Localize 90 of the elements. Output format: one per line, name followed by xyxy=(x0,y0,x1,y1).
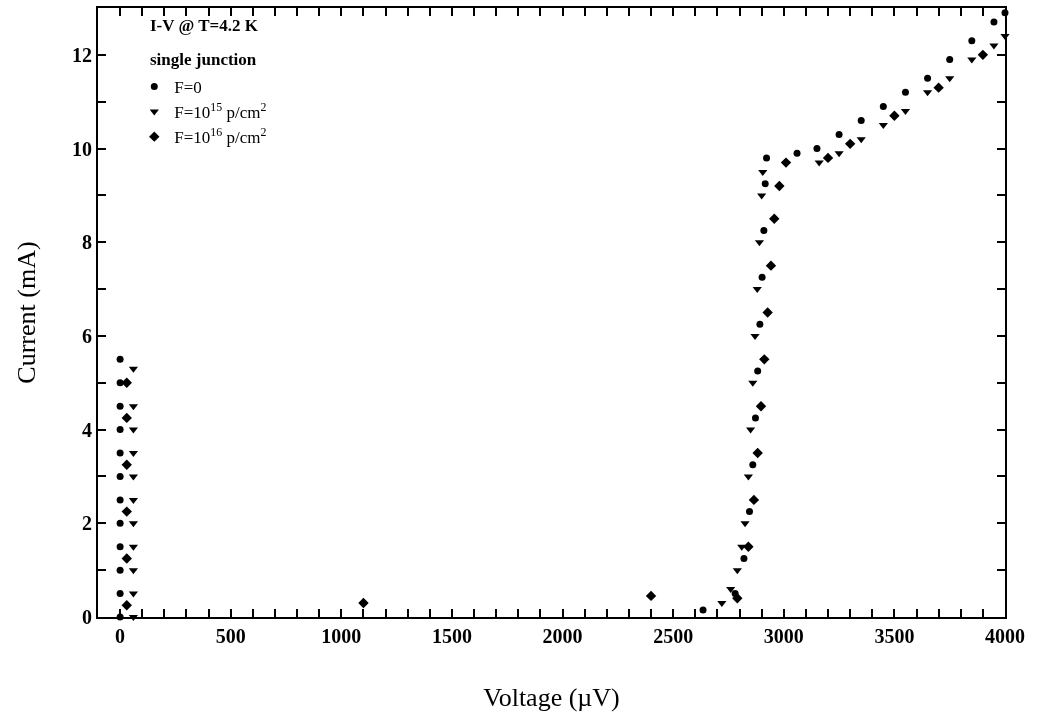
point xyxy=(748,494,760,506)
point xyxy=(116,519,124,527)
point xyxy=(857,116,865,124)
point xyxy=(732,593,743,604)
y-tick-label: 0 xyxy=(82,606,92,628)
point xyxy=(740,554,748,562)
x-tick-label: 2000 xyxy=(542,625,583,647)
point xyxy=(116,355,124,363)
point xyxy=(755,400,767,412)
point xyxy=(765,260,777,271)
point xyxy=(116,590,124,598)
x-tick-label: 2500 xyxy=(653,625,694,647)
point xyxy=(121,412,132,424)
x-axis-title: Voltage (µV) xyxy=(483,683,620,712)
point xyxy=(121,600,132,611)
point xyxy=(933,82,944,93)
point xyxy=(757,193,767,200)
point xyxy=(769,213,780,225)
point xyxy=(990,18,998,26)
x-tick-label: 3000 xyxy=(763,625,804,647)
x-tick-label: 500 xyxy=(215,625,246,647)
point xyxy=(835,130,843,138)
legend-label: F=10$^{15}$ p/cm$^{2}$ xyxy=(174,100,267,123)
y-tick-label: 2 xyxy=(82,512,92,535)
point xyxy=(740,521,750,528)
legend-label: F=0 xyxy=(174,78,202,98)
point xyxy=(645,590,657,602)
point xyxy=(750,333,760,340)
point xyxy=(358,597,369,609)
x-tick-label: 1500 xyxy=(431,625,472,647)
point xyxy=(989,43,999,50)
point xyxy=(752,447,763,459)
x-tick-label: 3500 xyxy=(874,625,915,647)
point xyxy=(977,49,989,61)
point xyxy=(121,459,132,470)
y-tick-label: 8 xyxy=(82,231,92,254)
point xyxy=(754,367,762,375)
point xyxy=(726,586,736,593)
point xyxy=(889,110,900,121)
annotation: single junction xyxy=(150,50,257,69)
point xyxy=(763,154,771,162)
point xyxy=(743,541,754,552)
annotation: I-V @ T=4.2 K xyxy=(150,16,259,35)
point xyxy=(116,402,124,410)
point xyxy=(945,76,955,83)
point xyxy=(116,449,124,457)
point xyxy=(751,414,759,422)
x-tick-label: 1000 xyxy=(321,625,362,647)
point xyxy=(116,543,124,551)
point xyxy=(760,227,768,235)
point xyxy=(116,496,124,504)
y-tick-label: 4 xyxy=(82,418,92,441)
point xyxy=(878,123,888,130)
y-tick-label: 6 xyxy=(82,324,92,347)
point xyxy=(793,149,801,157)
x-tick-label: 4000 xyxy=(985,625,1025,647)
x-tick-label: 0 xyxy=(115,625,126,647)
point xyxy=(756,320,764,328)
point xyxy=(761,180,769,188)
point xyxy=(844,138,856,150)
point xyxy=(759,354,770,365)
point xyxy=(822,152,834,164)
y-axis-title: Current (mA) xyxy=(12,241,41,384)
point xyxy=(749,461,757,469)
point xyxy=(780,157,792,168)
y-tick-label: 10 xyxy=(72,137,92,160)
point xyxy=(879,102,887,110)
point xyxy=(116,566,124,574)
point xyxy=(752,287,762,294)
y-tick-label: 12 xyxy=(72,43,92,66)
point xyxy=(732,568,742,575)
legend-label: F=10$^{16}$ p/cm$^{2}$ xyxy=(174,125,267,148)
point xyxy=(901,88,909,96)
point xyxy=(116,472,124,480)
point xyxy=(116,426,124,434)
point xyxy=(745,508,753,516)
point xyxy=(762,307,773,318)
point xyxy=(758,273,766,281)
point xyxy=(834,151,844,158)
point xyxy=(699,606,707,614)
point xyxy=(121,553,132,564)
point xyxy=(946,56,954,64)
point xyxy=(968,37,976,45)
point xyxy=(813,145,821,153)
point xyxy=(856,137,866,144)
point xyxy=(121,506,132,517)
point xyxy=(924,74,932,82)
point xyxy=(717,600,727,607)
point xyxy=(758,169,768,176)
point xyxy=(774,180,785,192)
